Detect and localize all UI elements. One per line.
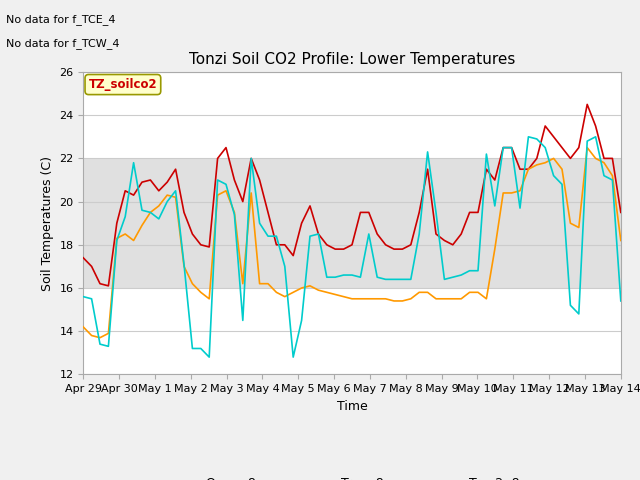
Text: No data for f_TCE_4: No data for f_TCE_4 — [6, 14, 116, 25]
Text: TZ_soilco2: TZ_soilco2 — [88, 78, 157, 91]
Text: No data for f_TCW_4: No data for f_TCW_4 — [6, 38, 120, 49]
Bar — [83, 158, 621, 288]
Title: Tonzi Soil CO2 Profile: Lower Temperatures: Tonzi Soil CO2 Profile: Lower Temperatur… — [189, 52, 515, 67]
Y-axis label: Soil Temperatures (C): Soil Temperatures (C) — [41, 156, 54, 291]
Legend: Open -8cm, Tree -8cm, Tree2 -8cm: Open -8cm, Tree -8cm, Tree2 -8cm — [160, 472, 544, 480]
X-axis label: Time: Time — [337, 400, 367, 413]
